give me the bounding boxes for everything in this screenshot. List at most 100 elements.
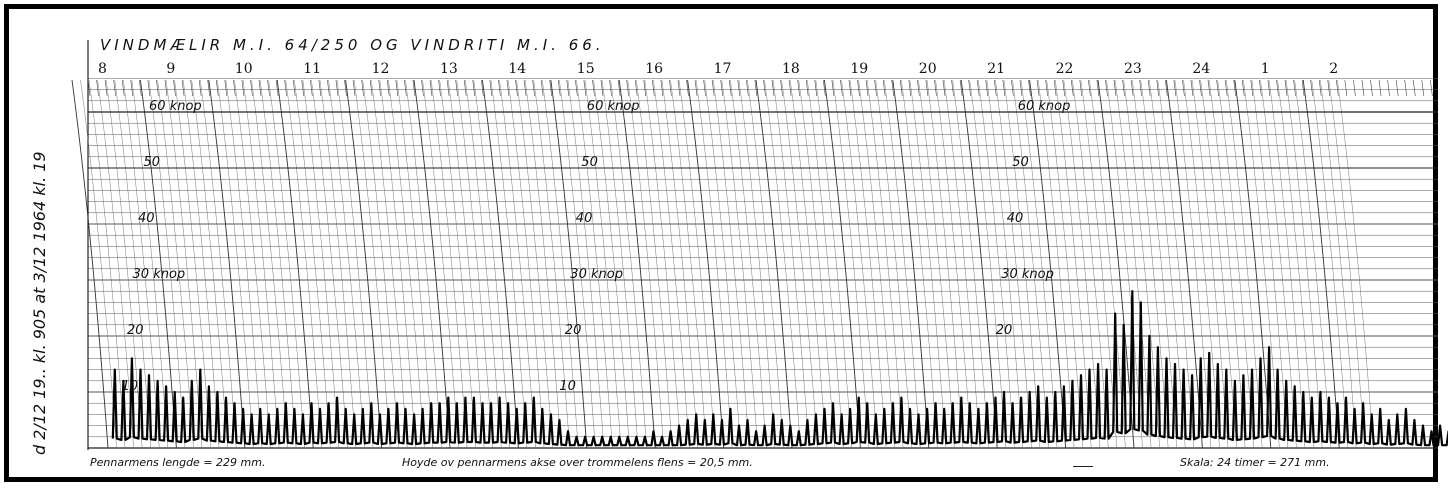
top-tick bbox=[805, 79, 809, 97]
top-tick bbox=[139, 79, 142, 97]
top-tick bbox=[583, 79, 587, 97]
top-tick bbox=[1088, 79, 1091, 97]
hour-arc bbox=[755, 79, 793, 449]
top-tick bbox=[1276, 79, 1279, 97]
top-tick bbox=[626, 79, 629, 97]
top-tick bbox=[891, 79, 894, 97]
hour-label-18: 18 bbox=[782, 61, 800, 77]
minor-arc bbox=[875, 79, 912, 449]
scale-label: 60 knop bbox=[587, 99, 640, 114]
top-tick bbox=[1105, 79, 1108, 97]
minor-arc bbox=[1328, 79, 1366, 449]
minor-arc bbox=[1003, 79, 1041, 449]
hour-label-12: 12 bbox=[372, 61, 390, 77]
top-tick bbox=[1019, 79, 1023, 97]
top-tick bbox=[284, 79, 287, 97]
minor-arc bbox=[849, 79, 887, 449]
top-tick bbox=[899, 79, 903, 97]
minor-arc bbox=[1268, 79, 1306, 449]
minor-arc bbox=[644, 79, 682, 449]
minor-arc bbox=[559, 79, 596, 449]
top-tick bbox=[728, 79, 732, 97]
top-tick bbox=[164, 79, 168, 97]
top-tick bbox=[506, 79, 510, 97]
scale-label: 10 bbox=[122, 379, 139, 394]
hour-arc bbox=[276, 79, 314, 449]
minor-arc bbox=[738, 79, 776, 449]
minor-arc bbox=[713, 79, 750, 449]
top-tick bbox=[652, 79, 655, 97]
minor-arc bbox=[430, 79, 468, 449]
top-tick bbox=[292, 79, 296, 97]
minor-arc bbox=[396, 79, 434, 449]
top-tick bbox=[908, 79, 912, 97]
top-tick bbox=[857, 79, 860, 97]
top-tick bbox=[814, 79, 818, 97]
minor-arc bbox=[866, 79, 904, 449]
minor-arc bbox=[969, 79, 1006, 449]
top-tick bbox=[1190, 79, 1194, 97]
minor-arc bbox=[1311, 79, 1348, 449]
top-tick bbox=[754, 79, 758, 97]
minor-arc bbox=[259, 79, 297, 449]
minor-arc bbox=[610, 79, 647, 449]
top-tick bbox=[438, 79, 441, 97]
top-tick bbox=[156, 79, 159, 97]
knot-scale-labels: 60 knop 50 40 30 knop 20 10 60 knop 50 40 30 knop… bbox=[122, 99, 1071, 394]
top-tick bbox=[1336, 79, 1339, 97]
top-tick bbox=[455, 79, 458, 97]
hour-label-19: 19 bbox=[850, 61, 868, 77]
minor-arc bbox=[798, 79, 835, 449]
top-tick bbox=[1096, 79, 1100, 97]
minor-arc bbox=[456, 79, 493, 449]
top-tick bbox=[557, 79, 561, 97]
hour-label-13: 13 bbox=[440, 61, 458, 77]
top-tick bbox=[600, 79, 604, 97]
minor-arc bbox=[747, 79, 784, 449]
top-tick bbox=[1344, 79, 1348, 97]
minor-arc bbox=[1012, 79, 1049, 449]
minor-arc bbox=[336, 79, 374, 449]
minor-arc bbox=[302, 79, 340, 449]
hour-arc bbox=[1029, 79, 1067, 449]
hour-arc bbox=[618, 79, 656, 449]
scale-label: 60 knop bbox=[149, 99, 202, 114]
hour-arc bbox=[823, 79, 861, 449]
scale-label: 40 bbox=[1007, 211, 1024, 226]
hour-arc bbox=[892, 79, 930, 449]
top-tick bbox=[1250, 79, 1254, 97]
minor-arc bbox=[148, 79, 186, 449]
minor-arc bbox=[807, 79, 844, 449]
top-tick bbox=[549, 79, 552, 97]
top-tick bbox=[540, 79, 544, 97]
minor-arc bbox=[601, 79, 639, 449]
top-tick bbox=[1147, 79, 1151, 97]
minor-arc bbox=[1320, 79, 1357, 449]
top-tick bbox=[1241, 79, 1245, 97]
top-tick bbox=[395, 79, 399, 97]
top-tick bbox=[1293, 79, 1296, 97]
hour-arc bbox=[208, 79, 246, 449]
minor-arc bbox=[909, 79, 947, 449]
top-tick bbox=[609, 79, 612, 97]
minor-arc bbox=[721, 79, 759, 449]
top-tick bbox=[369, 79, 373, 97]
minor-arc bbox=[200, 79, 237, 449]
minor-arc bbox=[80, 79, 117, 449]
minor-arc bbox=[490, 79, 528, 449]
top-tick bbox=[1182, 79, 1185, 97]
hour-label-14: 14 bbox=[508, 61, 526, 77]
scale-label: 60 knop bbox=[1018, 99, 1071, 114]
scale-label: 20 bbox=[565, 323, 582, 338]
top-tick bbox=[1053, 79, 1057, 97]
top-tick bbox=[1318, 79, 1322, 97]
top-tick bbox=[215, 79, 219, 97]
top-tick bbox=[1421, 79, 1425, 97]
top-tick bbox=[1284, 79, 1288, 97]
date-annotation: d 2/12 19.. kl. 905 at 3/12 1964 kl. 19 bbox=[30, 151, 49, 455]
top-tick bbox=[1173, 79, 1177, 97]
reference-lines bbox=[88, 111, 1438, 169]
top-tick bbox=[233, 79, 236, 97]
scale-label: 50 bbox=[1012, 155, 1029, 170]
top-tick bbox=[198, 79, 202, 97]
